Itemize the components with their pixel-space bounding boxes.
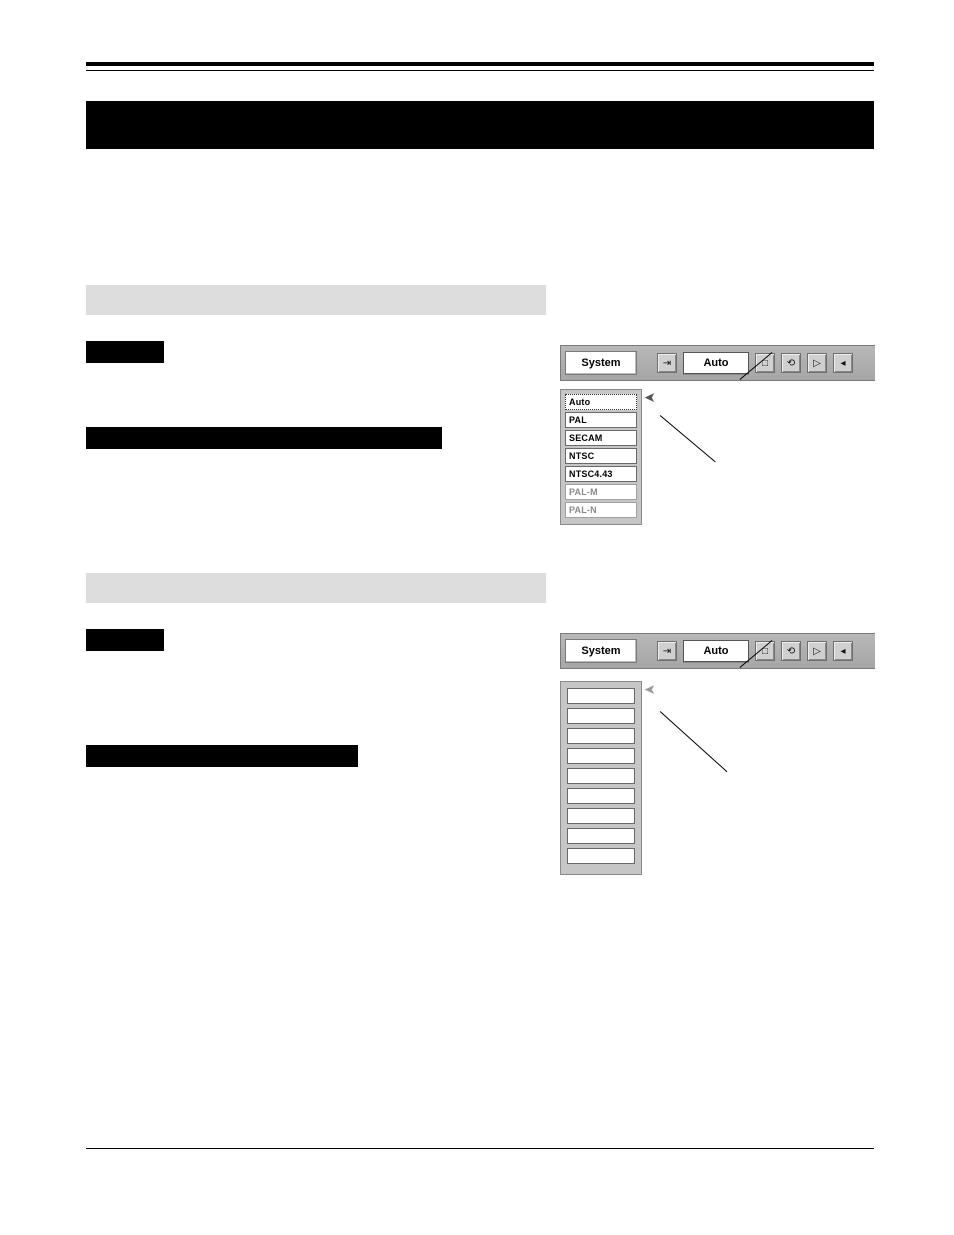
- dropdown-item[interactable]: PAL: [565, 412, 637, 428]
- play-icon[interactable]: ▷: [807, 353, 827, 373]
- value-button[interactable]: Auto: [683, 640, 749, 662]
- refresh-icon[interactable]: ⟲: [781, 641, 801, 661]
- dropdown-2: [560, 681, 642, 875]
- pointer-arrow-icon: ➤: [644, 681, 656, 698]
- play-icon[interactable]: ▷: [807, 641, 827, 661]
- section2-text-block: [86, 745, 358, 767]
- refresh-icon[interactable]: ⟲: [781, 353, 801, 373]
- dropdown-item[interactable]: SECAM: [565, 430, 637, 446]
- dropdown-item[interactable]: PAL-N: [565, 502, 637, 518]
- dropdown-item[interactable]: [567, 808, 635, 824]
- section1-label-block: [86, 341, 164, 363]
- arrow-left-icon[interactable]: ⇥: [657, 641, 677, 661]
- toolbar-1: System ⇥ Auto □ ⟲ ▷ ◂: [560, 345, 875, 381]
- pointer-arrow-icon: ➤: [644, 389, 656, 406]
- dropdown-item[interactable]: PAL-M: [565, 484, 637, 500]
- back-icon[interactable]: ◂: [833, 641, 853, 661]
- top-thin-rule: [86, 70, 874, 71]
- dropdown-item[interactable]: [567, 688, 635, 704]
- dropdown-item[interactable]: Auto: [565, 394, 637, 410]
- top-thick-rule: [86, 62, 874, 66]
- dropdown-item[interactable]: [567, 828, 635, 844]
- system-widget-1: System ⇥ Auto □ ⟲ ▷ ◂ Auto PAL SECAM NTSC NT…: [560, 345, 875, 545]
- system-button[interactable]: System: [565, 639, 637, 663]
- toolbar-2: System ⇥ Auto □ ⟲ ▷ ◂: [560, 633, 875, 669]
- dropdown-item[interactable]: NTSC4.43: [565, 466, 637, 482]
- dropdown-item[interactable]: [567, 768, 635, 784]
- dropdown-item[interactable]: [567, 788, 635, 804]
- section2-gray-strip: [86, 573, 546, 603]
- value-button[interactable]: Auto: [683, 352, 749, 374]
- section2-label-block: [86, 629, 164, 651]
- section1-text-block: [86, 427, 442, 449]
- title-black-bar: [86, 101, 874, 149]
- system-button[interactable]: System: [565, 351, 637, 375]
- callout-line-1b: [660, 415, 716, 462]
- system-widget-2: System ⇥ Auto □ ⟲ ▷ ◂ ➤: [560, 633, 875, 833]
- back-icon[interactable]: ◂: [833, 353, 853, 373]
- dropdown-item[interactable]: NTSC: [565, 448, 637, 464]
- callout-line-2b: [660, 711, 728, 772]
- bottom-rule: [86, 1148, 874, 1149]
- arrow-left-icon[interactable]: ⇥: [657, 353, 677, 373]
- dropdown-item[interactable]: [567, 848, 635, 864]
- dropdown-1: Auto PAL SECAM NTSC NTSC4.43 PAL-M PAL-N: [560, 389, 642, 525]
- dropdown-item[interactable]: [567, 708, 635, 724]
- dropdown-item[interactable]: [567, 748, 635, 764]
- dropdown-item[interactable]: [567, 728, 635, 744]
- section1-gray-strip: [86, 285, 546, 315]
